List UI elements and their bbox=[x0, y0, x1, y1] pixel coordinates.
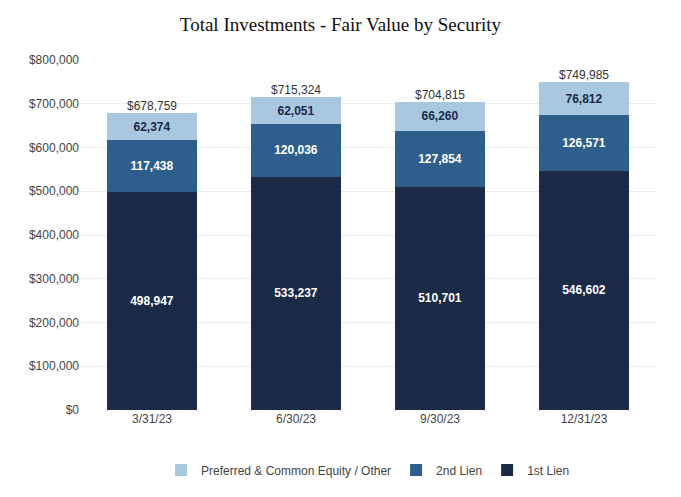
svg-text:12/31/23: 12/31/23 bbox=[561, 412, 608, 426]
svg-text:$800,000: $800,000 bbox=[29, 53, 79, 67]
svg-text:$704,815: $704,815 bbox=[415, 88, 465, 102]
svg-text:120,036: 120,036 bbox=[274, 143, 318, 157]
svg-text:$300,000: $300,000 bbox=[29, 272, 79, 286]
svg-text:Total Investments - Fair Value: Total Investments - Fair Value by Securi… bbox=[180, 14, 502, 35]
svg-text:510,701: 510,701 bbox=[418, 291, 462, 305]
svg-text:$100,000: $100,000 bbox=[29, 359, 79, 373]
svg-text:2nd Lien: 2nd Lien bbox=[436, 464, 482, 478]
svg-text:$600,000: $600,000 bbox=[29, 141, 79, 155]
svg-text:$700,000: $700,000 bbox=[29, 97, 79, 111]
svg-text:1st Lien: 1st Lien bbox=[527, 464, 569, 478]
svg-text:$200,000: $200,000 bbox=[29, 316, 79, 330]
svg-text:$400,000: $400,000 bbox=[29, 228, 79, 242]
svg-text:$749,985: $749,985 bbox=[559, 68, 609, 82]
svg-text:62,374: 62,374 bbox=[133, 120, 170, 134]
svg-text:117,438: 117,438 bbox=[130, 159, 173, 173]
svg-text:$500,000: $500,000 bbox=[29, 184, 79, 198]
svg-text:3/31/23: 3/31/23 bbox=[132, 412, 172, 426]
svg-text:546,602: 546,602 bbox=[562, 283, 606, 297]
svg-text:66,260: 66,260 bbox=[421, 109, 458, 123]
svg-text:76,812: 76,812 bbox=[565, 92, 602, 106]
svg-text:$678,759: $678,759 bbox=[127, 99, 177, 113]
svg-text:498,947: 498,947 bbox=[130, 294, 174, 308]
svg-text:62,051: 62,051 bbox=[277, 104, 314, 118]
svg-text:Preferred & Common Equity / Ot: Preferred & Common Equity / Other bbox=[201, 464, 391, 478]
svg-text:533,237: 533,237 bbox=[274, 286, 318, 300]
svg-text:127,854: 127,854 bbox=[418, 152, 462, 166]
svg-text:$715,324: $715,324 bbox=[271, 83, 321, 97]
svg-text:$0: $0 bbox=[66, 403, 80, 417]
svg-text:6/30/23: 6/30/23 bbox=[276, 412, 316, 426]
svg-text:126,571: 126,571 bbox=[562, 136, 606, 150]
svg-text:9/30/23: 9/30/23 bbox=[420, 412, 460, 426]
